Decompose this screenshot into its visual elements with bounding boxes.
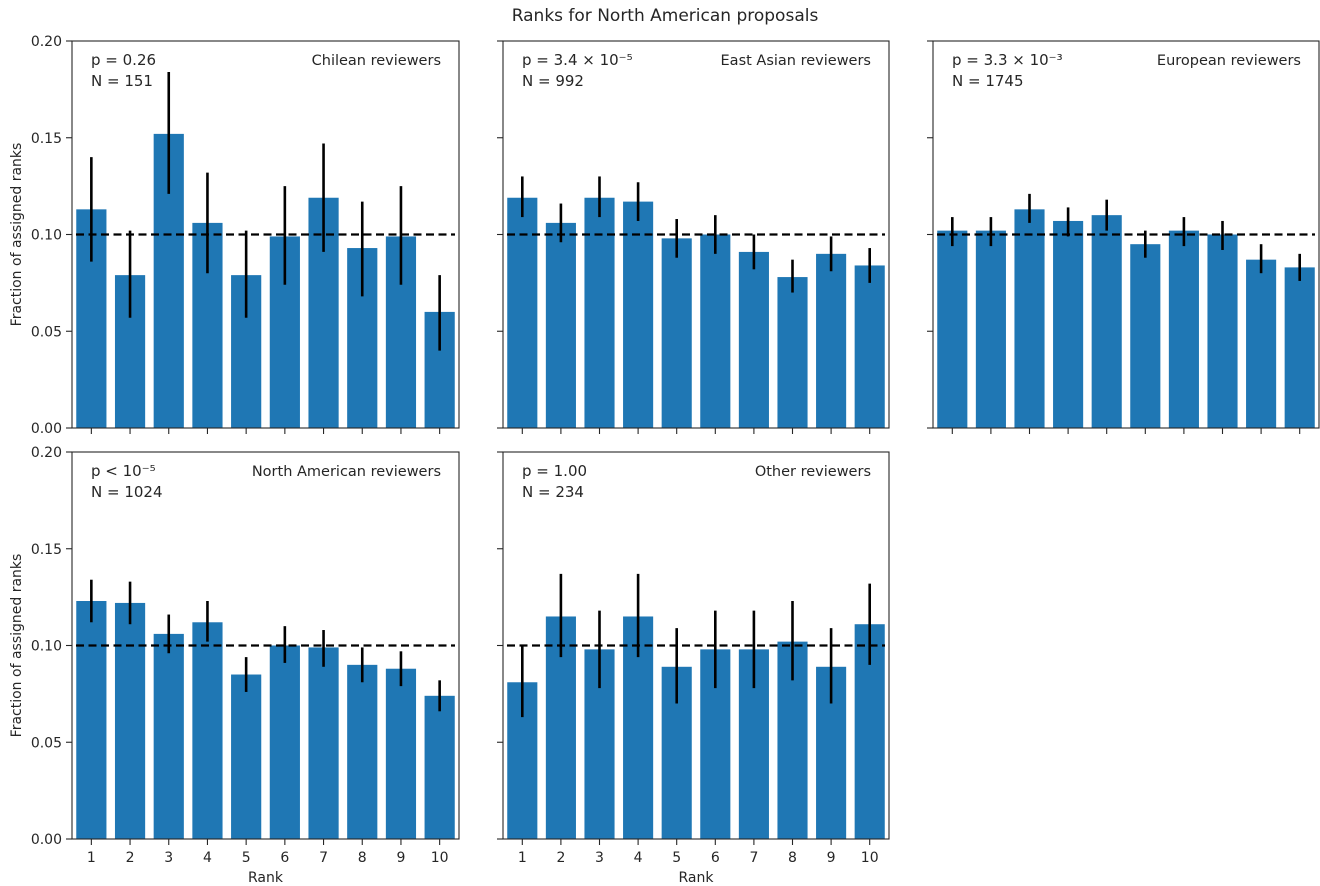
y-tick-label: 0.20 [31,34,62,50]
y-tick-label: 0.20 [31,445,62,461]
bar [385,668,417,839]
x-tick-label: 6 [280,850,289,866]
x-tick-label: 4 [634,850,643,866]
bar [1014,209,1045,428]
bar [777,277,808,428]
n-count-label: N = 1745 [952,72,1024,90]
x-tick-label: 2 [126,850,135,866]
x-tick-label: 8 [358,850,367,866]
y-axis-label: Fraction of assigned ranks [9,143,25,327]
bar [623,201,654,428]
x-tick-label: 2 [556,850,565,866]
x-tick-label: 5 [242,850,251,866]
bar [816,253,847,428]
bar [507,197,538,428]
bar [700,234,731,428]
n-count-label: N = 1024 [91,483,163,501]
y-tick-label: 0.00 [31,832,62,848]
p-value-label: p = 0.26 [91,51,156,69]
y-tick-label: 0.00 [31,421,62,437]
p-value-label: p = 1.00 [522,462,587,480]
x-tick-label: 3 [595,850,604,866]
y-tick-label: 0.15 [31,131,62,147]
x-tick-label: 9 [396,850,405,866]
bar [1168,230,1199,428]
panel-label: European reviewers [1157,53,1301,69]
bar [192,622,223,839]
bar [347,664,378,839]
panel-east-asian-reviewers: p = 3.4 × 10⁻⁵ N = 992 East Asian reviewer… [497,40,890,434]
y-tick-label: 0.10 [31,639,62,655]
x-tick-label: 7 [319,850,328,866]
p-value-label: p < 10⁻⁵ [91,462,156,480]
x-tick-label: 9 [827,850,836,866]
bar [584,197,615,428]
x-axis-label: Rank [248,870,284,886]
x-tick-label: 5 [672,850,681,866]
panel-label: Other reviewers [755,464,871,480]
bar [1284,267,1315,428]
panel-north-american-reviewers: 0.00 0.05 0.10 0.15 0.20 1 2 3 4 5 6 7 8 9 10 Fraction … [9,445,460,886]
n-count-label: N = 234 [522,483,584,501]
y-tick-label: 0.10 [31,228,62,244]
bar [975,230,1006,428]
bar [231,674,262,839]
n-count-label: N = 992 [522,72,584,90]
bar [114,602,146,839]
x-tick-label: 8 [788,850,797,866]
bar [738,251,769,428]
figure-title: Ranks for North American proposals [512,6,819,26]
x-tick-label: 4 [203,850,212,866]
panel-chilean-reviewers: 0.00 0.05 0.10 0.15 0.20 Fraction of assigned… [9,34,460,437]
x-tick-label: 1 [87,850,96,866]
bar [269,645,300,839]
bar [937,230,968,428]
bar [1246,259,1277,428]
bar [1207,234,1238,428]
p-value-label: p = 3.3 × 10⁻³ [952,51,1063,69]
x-tick-label: 6 [711,850,720,866]
panel-label: Chilean reviewers [312,53,441,69]
n-count-label: N = 151 [91,72,153,90]
bar [76,601,107,839]
x-tick-label: 1 [518,850,527,866]
bar [545,222,576,428]
bar [1091,215,1122,428]
y-tick-label: 0.05 [31,324,62,340]
bar [661,238,692,428]
y-axis-label: Fraction of assigned ranks [9,554,25,738]
bar [308,647,339,839]
p-value-label: p = 3.4 × 10⁻⁵ [522,51,633,69]
bar [424,695,455,839]
x-tick-label: 10 [431,850,449,866]
bar [1130,244,1161,428]
x-axis-label: Rank [679,870,715,886]
bar [1053,220,1084,428]
panel-label: North American reviewers [252,464,441,480]
y-tick-label: 0.15 [31,542,62,558]
y-tick-label: 0.05 [31,735,62,751]
bar [153,633,184,839]
bar [854,265,885,428]
panel-european-reviewers: p = 3.3 × 10⁻³ N = 1745 European reviewers [927,40,1320,434]
panel-label: East Asian reviewers [721,53,871,69]
panel-other-reviewers: 1 2 3 4 5 6 7 8 9 10 Rank p = 1.00 N = 234 Other revi… [497,451,890,886]
x-tick-label: 3 [164,850,173,866]
x-tick-label: 7 [749,850,758,866]
x-tick-label: 10 [861,850,879,866]
